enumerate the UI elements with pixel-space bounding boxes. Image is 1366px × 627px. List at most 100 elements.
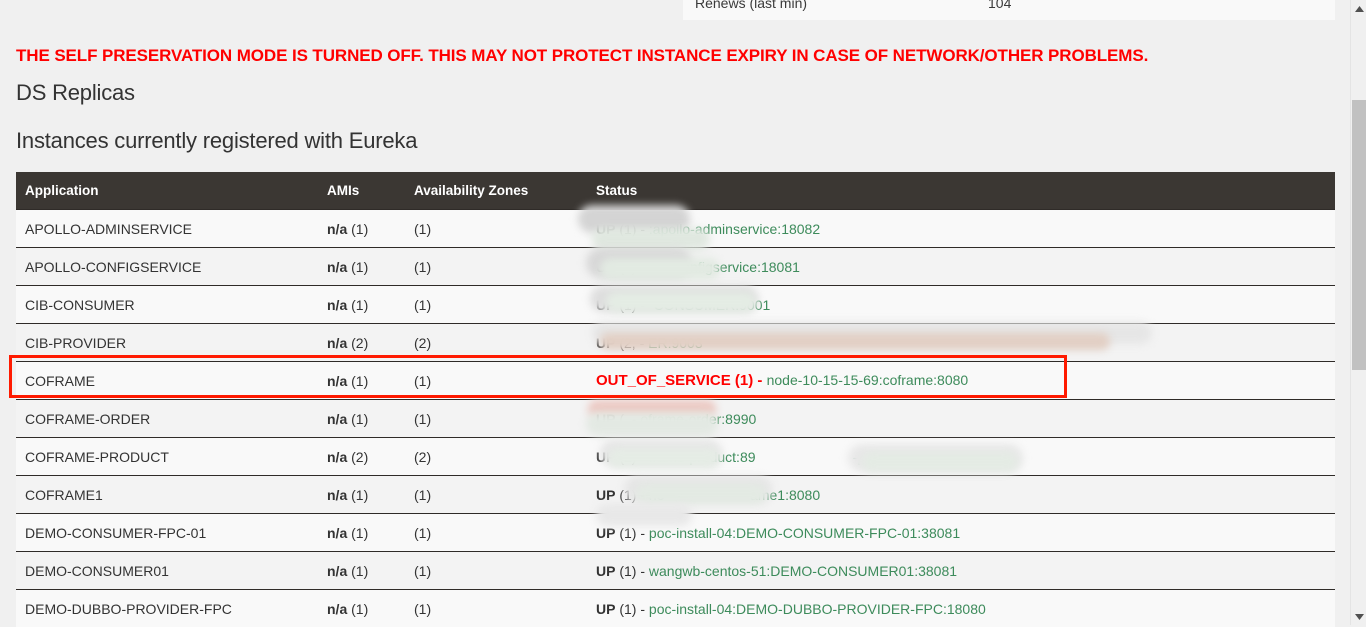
status-badge: UP [596, 411, 615, 427]
application-name: COFRAME-ORDER [25, 411, 150, 427]
cell-amis: n/a (1) [318, 476, 405, 514]
stat-label: Renews (last min) [683, 0, 988, 11]
cell-application: DEMO-DUBBO-PROVIDER-FPC [16, 590, 318, 627]
cell-status: UP (1) - poc-install-04:DEMO-CONSUMER-FP… [587, 514, 1335, 552]
amis-count: (1) [347, 373, 368, 389]
status-separator: - [636, 335, 648, 351]
instance-link[interactable]: ollo-configservice:18081 [649, 259, 800, 275]
instance-link[interactable]: ER:9003 [648, 335, 702, 351]
instance-link[interactable]: wangwb-centos-51:DEMO-CONSUMER01:38081 [649, 563, 957, 579]
status-badge: UP [596, 525, 615, 541]
cell-amis: n/a (2) [318, 324, 405, 362]
cell-availability-zones: (1) [405, 552, 587, 590]
status-badge: UP [596, 297, 615, 313]
status-count: (1) [731, 372, 754, 389]
status-separator: - [636, 297, 648, 313]
status-separator: - [636, 449, 648, 465]
application-name: APOLLO-CONFIGSERVICE [25, 259, 201, 275]
instance-link[interactable]: poc-install-04:DEMO-DUBBO-PROVIDER-FPC:1… [649, 601, 986, 617]
cell-amis: n/a (1) [318, 210, 405, 248]
amis-value: n/a [327, 525, 347, 541]
column-header-availability-zones: Availability Zones [405, 172, 587, 210]
instance-link[interactable]: :apollo-adminservice:18082 [649, 221, 820, 237]
cell-status: UP (. - oframe-order:8990 [587, 400, 1335, 438]
status-separator: - [636, 525, 648, 541]
cell-availability-zones: (1) [405, 286, 587, 324]
cell-amis: n/a (1) [318, 362, 405, 400]
status-separator: - [753, 372, 766, 389]
status-badge: UP [596, 487, 615, 503]
status-separator: - [636, 563, 648, 579]
application-name: DEMO-CONSUMER01 [25, 563, 169, 579]
amis-value: n/a [327, 221, 347, 237]
self-preservation-warning: THE SELF PRESERVATION MODE IS TURNED OFF… [16, 46, 1148, 66]
cell-availability-zones: (1) [405, 400, 587, 438]
cell-status: UP (1) - no ame1:8080 [587, 476, 1335, 514]
instance-link[interactable]: node-10-15-15-69:coframe:8080 [767, 372, 969, 388]
instances-table: Application AMIs Availability Zones Stat… [16, 172, 1335, 627]
instance-link[interactable]: -CONSUMER:9001 [649, 297, 770, 313]
cell-availability-zones: (1) [405, 590, 587, 627]
cell-application: CIB-CONSUMER [16, 286, 318, 324]
cell-status: UP (1) - :apollo-adminservice:18082 [587, 210, 1335, 248]
cell-application: DEMO-CONSUMER-FPC-01 [16, 514, 318, 552]
cell-amis: n/a (1) [318, 552, 405, 590]
cell-status: UP (2, - ER:9003 [587, 324, 1335, 362]
instances-table-head: Application AMIs Availability Zones Stat… [16, 172, 1335, 210]
application-name: CIB-CONSUMER [25, 297, 135, 313]
cell-amis: n/a (1) [318, 400, 405, 438]
table-row: COFRAME-ORDER n/a (1)(1)UP (. - oframe-or… [16, 400, 1335, 438]
scrollbar-thumb[interactable] [1352, 100, 1366, 370]
application-name: COFRAME [25, 373, 95, 389]
scroll-up-arrow-icon[interactable] [1351, 0, 1366, 17]
cell-application: COFRAME1 [16, 476, 318, 514]
amis-value: n/a [327, 373, 347, 389]
application-name: DEMO-CONSUMER-FPC-01 [25, 525, 206, 541]
amis-value: n/a [327, 449, 347, 465]
ds-replicas-heading: DS Replicas [16, 80, 135, 106]
instance-link[interactable]: oframe-order:8990 [640, 411, 756, 427]
cell-amis: n/a (1) [318, 590, 405, 627]
column-header-status: Status [587, 172, 1335, 210]
status-count: (. [615, 411, 627, 427]
instances-heading: Instances currently registered with Eure… [16, 128, 417, 154]
instance-link[interactable]: poc-install-04:DEMO-CONSUMER-FPC-01:3808… [649, 525, 960, 541]
application-name: COFRAME-PRODUCT [25, 449, 169, 465]
status-count: (1) [615, 563, 636, 579]
amis-value: n/a [327, 259, 347, 275]
cell-status: UP (1) - -CONSUMER:9001 [587, 286, 1335, 324]
amis-value: n/a [327, 335, 347, 351]
cell-amis: n/a (1) [318, 514, 405, 552]
status-badge: UP [596, 601, 615, 617]
status-count: (1) [615, 259, 636, 275]
cell-amis: n/a (1) [318, 248, 405, 286]
general-info-table-partial: Renews (last min) 104 [683, 0, 1335, 20]
cell-application: APOLLO-ADMINSERVICE [16, 210, 318, 248]
amis-count: (2) [347, 449, 368, 465]
table-row: DEMO-CONSUMER-FPC-01 n/a (1)(1)UP (1) - p… [16, 514, 1335, 552]
page-scrollbar[interactable] [1350, 0, 1366, 625]
stat-value: 104 [988, 0, 1335, 11]
instance-link[interactable]: frame-product:89 -product:8990 [649, 449, 939, 465]
status-badge: OUT_OF_SERVICE [596, 372, 731, 389]
status-badge: UP [596, 335, 615, 351]
status-count: (1) [615, 487, 636, 503]
cell-application: COFRAME [16, 362, 318, 400]
application-name: DEMO-DUBBO-PROVIDER-FPC [25, 601, 232, 617]
instance-link[interactable]: no ame1:8080 [649, 487, 820, 503]
status-count: (1) [615, 601, 636, 617]
scroll-down-arrow-icon[interactable] [1351, 608, 1366, 625]
cell-availability-zones: (2) [405, 324, 587, 362]
amis-count: (1) [347, 563, 368, 579]
amis-count: (1) [347, 487, 368, 503]
amis-value: n/a [327, 411, 347, 427]
cell-availability-zones: (1) [405, 514, 587, 552]
status-separator: - [636, 221, 648, 237]
amis-count: (2) [347, 335, 368, 351]
status-count: (1) [615, 297, 636, 313]
